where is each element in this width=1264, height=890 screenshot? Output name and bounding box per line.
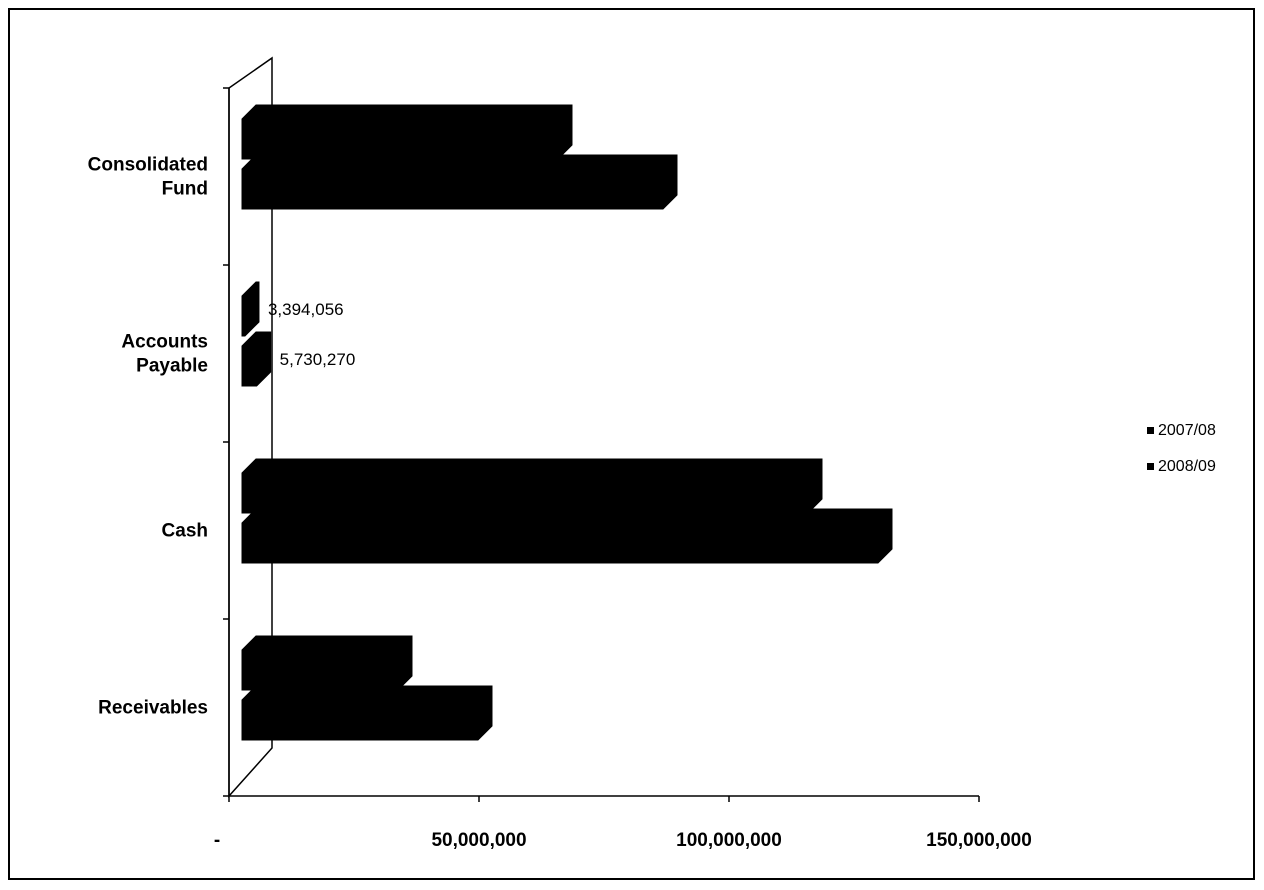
category-label-accounts-payable: Payable xyxy=(136,356,208,377)
category-label-accounts-payable: Accounts xyxy=(121,332,208,353)
bar-consolidated-fund-2008-09 xyxy=(241,154,678,210)
legend-label-2007-08: 2007/08 xyxy=(1158,422,1216,439)
category-label-receivables: Receivables xyxy=(98,698,208,719)
bar-receivables-2007-08 xyxy=(241,635,413,691)
data-label-accounts-payable-2008-09: 5,730,270 xyxy=(280,350,356,369)
bar-accounts-payable-2007-08 xyxy=(241,281,260,337)
legend-label-2008-09: 2008/09 xyxy=(1158,458,1216,475)
chart-axes xyxy=(223,56,980,802)
x-tick-label: - xyxy=(214,830,220,851)
category-label-consolidated-fund: Fund xyxy=(162,179,208,200)
category-label-cash: Cash xyxy=(162,521,208,542)
x-tick-label: 50,000,000 xyxy=(431,830,526,851)
chart-legend: 2007/08 2008/09 xyxy=(1147,422,1216,475)
x-tick-label: 100,000,000 xyxy=(676,830,782,851)
bar-receivables-2008-09 xyxy=(241,685,493,741)
bar-consolidated-fund-2007-08 xyxy=(241,104,573,160)
bar-cash-2007-08 xyxy=(241,458,823,514)
chart-labels: - 50,000,000 100,000,000 150,000,000 Consoli… xyxy=(88,155,1032,852)
chart-frame xyxy=(8,8,1255,880)
bar-accounts-payable-2008-09 xyxy=(241,331,272,387)
category-label-consolidated-fund: Consolidated xyxy=(88,155,208,176)
legend-swatch-2008-09 xyxy=(1147,463,1154,470)
bar-cash-2008-09 xyxy=(241,508,893,564)
x-tick-label: 150,000,000 xyxy=(926,830,1032,851)
chart-bars xyxy=(241,104,893,741)
legend-swatch-2007-08 xyxy=(1147,427,1154,434)
data-label-accounts-payable-2007-08: 3,394,056 xyxy=(268,300,344,319)
